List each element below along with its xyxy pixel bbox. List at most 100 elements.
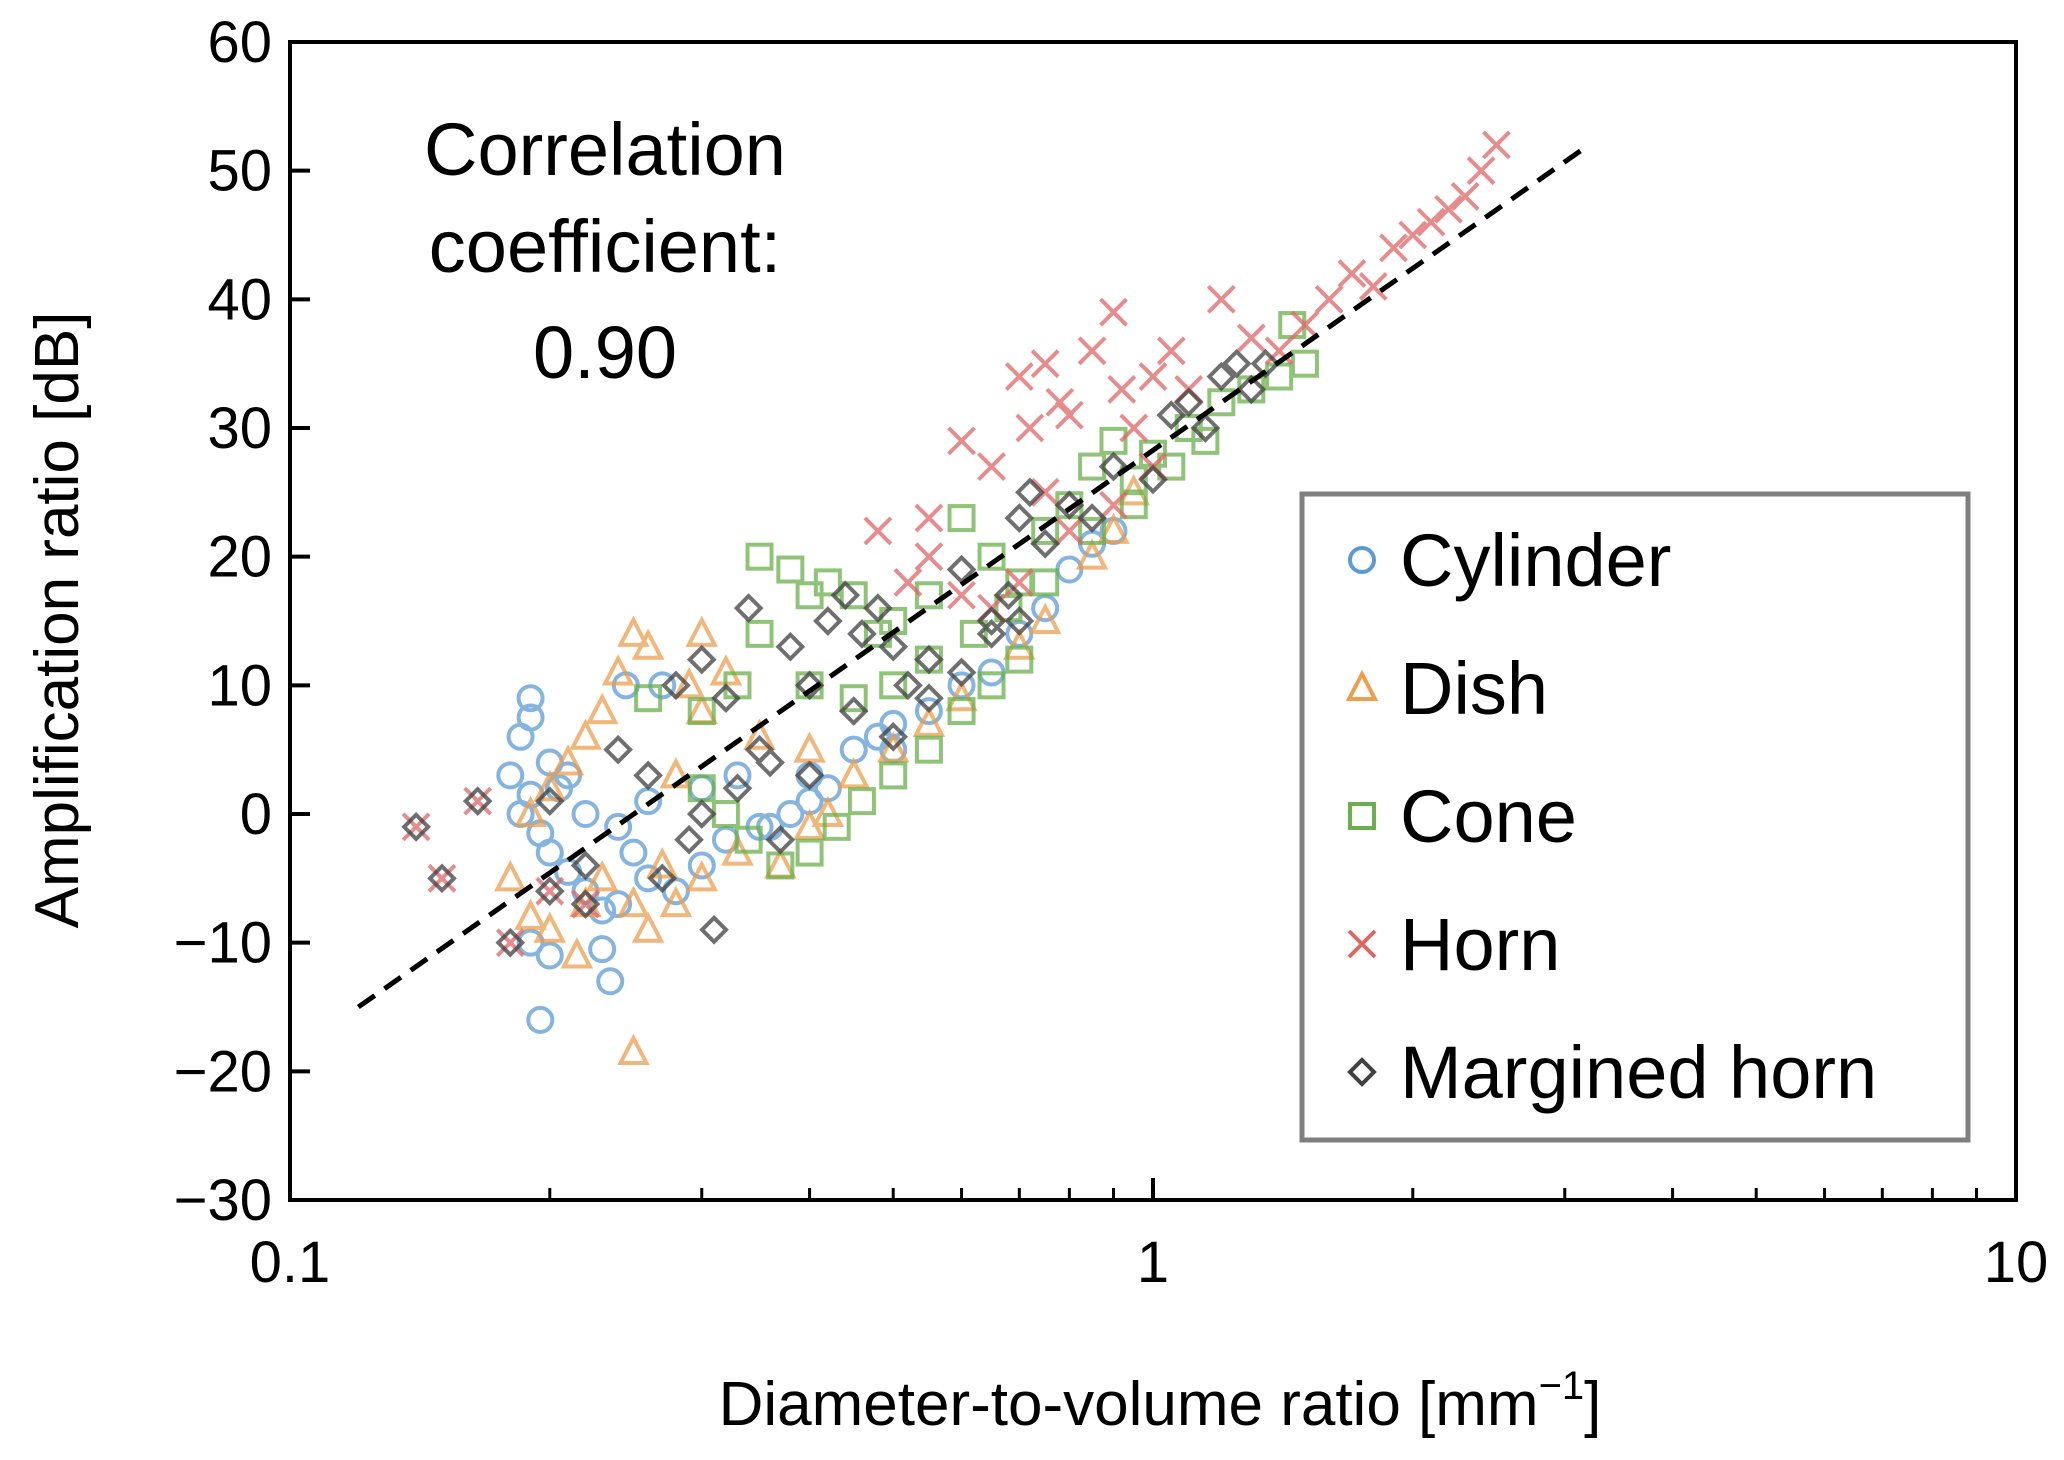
data-point [1314,284,1344,314]
data-point [401,812,431,842]
annotation-line-3: 0.90 [533,311,677,394]
data-point [535,941,564,970]
data-point [1191,426,1220,455]
data-point [571,889,600,919]
y-tick-label: 40 [207,267,272,332]
data-point [560,937,594,969]
data-point [1264,336,1294,366]
data-point [1004,362,1034,391]
data-point [1015,413,1045,443]
data-point [1190,413,1221,443]
data-point [588,935,617,964]
data-point [914,644,944,675]
data-point [776,555,805,584]
data-point [1358,272,1388,301]
data-point [645,847,679,879]
data-point [1138,464,1168,495]
data-point [617,1033,650,1066]
legend: Cylinder Dish Cone Horn Margined horn [1299,491,1971,1143]
data-point [1099,490,1128,520]
data-point [601,654,635,686]
data-point [514,795,547,827]
data-point [659,885,693,918]
data-point [914,581,943,610]
data-point [647,863,678,894]
data-point [631,628,665,660]
plot-marks [356,130,1591,1066]
data-point [743,718,776,750]
legend-marker [1347,929,1377,959]
data-point [1028,602,1062,634]
data-point [495,928,525,958]
legend-item: Dish [1345,647,1548,730]
data-point [551,744,585,776]
data-point [686,799,717,829]
legend-label: Dish [1400,647,1548,730]
data-point [1097,512,1130,544]
legend-label: Cylinder [1400,519,1671,602]
y-tick-label: 30 [207,396,272,461]
data-point [570,889,601,919]
legend-marker [1345,669,1379,701]
data-point [526,1005,555,1034]
data-point [585,859,619,892]
data-point [571,800,600,828]
data-point [1004,606,1035,636]
data-point [1156,400,1187,430]
data-point [734,825,763,854]
data-point [1045,387,1075,417]
data-point [1005,645,1034,674]
legend-item: Horn [1347,903,1560,986]
data-point [672,666,706,699]
y-tick-label: −10 [174,911,272,976]
x-axis-title-close: ] [1584,1370,1601,1439]
y-tick-label: 10 [207,653,272,718]
data-point [839,581,868,610]
y-tick-label: 0 [240,782,272,847]
data-point [462,786,493,816]
data-point [401,812,431,842]
data-point [1030,477,1060,507]
data-point [1379,233,1408,263]
data-point [893,567,923,597]
data-point [945,679,978,712]
data-point [914,503,944,533]
data-point [634,684,663,713]
data-point [837,757,871,789]
data-point [879,761,908,790]
data-point [516,684,545,713]
data-point [1075,538,1109,570]
data-point [1030,528,1061,559]
x-tick-label: 0.1 [250,1230,331,1295]
data-point [674,824,704,855]
data-point [1077,503,1107,533]
data-point [604,812,633,841]
data-point [699,914,729,945]
data-point [619,838,648,867]
data-point [514,898,547,930]
data-point [1119,491,1148,520]
data-point [879,671,908,700]
data-point [993,580,1024,611]
data-point [1031,516,1060,545]
legend-label: Cone [1400,775,1577,858]
data-point [1173,387,1204,418]
data-point [1236,374,1267,405]
data-point [569,718,602,750]
data-point [914,542,944,572]
axis-titles: Diameter-to-volume ratio [mm−1] Amplific… [23,312,1601,1439]
annotation-line-2: coefficient: [429,205,781,288]
legend-item: Cone [1348,775,1577,858]
data-point [1337,259,1367,289]
y-tick-label: 50 [207,139,272,204]
legend-label: Horn [1400,903,1560,986]
data-point [1030,349,1060,379]
data-point [1003,628,1036,660]
series-margined-horn [401,348,1281,958]
data-point [534,786,565,816]
data-point [914,683,944,714]
data-point [745,542,774,571]
data-point [811,795,845,827]
data-point [733,593,764,623]
